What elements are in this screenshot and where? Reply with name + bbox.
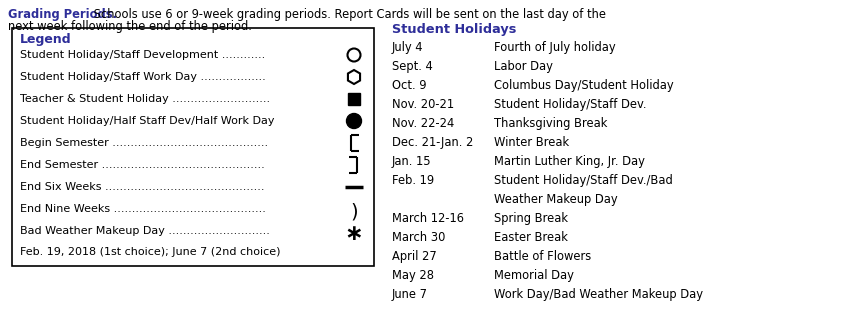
Text: March 30: March 30 <box>392 231 445 244</box>
Text: May 28: May 28 <box>392 269 434 282</box>
Text: Feb. 19, 2018 (1st choice); June 7 (2nd choice): Feb. 19, 2018 (1st choice); June 7 (2nd … <box>20 247 281 257</box>
Text: Winter Break: Winter Break <box>494 136 569 149</box>
Text: Nov. 20-21: Nov. 20-21 <box>392 98 454 111</box>
Text: Schools use 6 or 9-week grading periods. Report Cards will be sent on the last d: Schools use 6 or 9-week grading periods.… <box>90 8 606 21</box>
Text: Feb. 19: Feb. 19 <box>392 174 434 187</box>
Text: End Semester .............................................: End Semester ...........................… <box>20 160 265 170</box>
Circle shape <box>347 49 361 61</box>
Text: Teacher & Student Holiday ...........................: Teacher & Student Holiday ..............… <box>20 94 270 104</box>
Polygon shape <box>348 70 360 84</box>
Text: Jan. 15: Jan. 15 <box>392 155 431 168</box>
Text: next week following the end of the period.: next week following the end of the perio… <box>8 20 252 33</box>
Text: Student Holiday/Staff Dev.: Student Holiday/Staff Dev. <box>494 98 647 111</box>
Text: March 12-16: March 12-16 <box>392 212 464 225</box>
Text: Student Holidays: Student Holidays <box>392 23 517 36</box>
FancyBboxPatch shape <box>12 28 374 266</box>
Text: July 4: July 4 <box>392 41 424 54</box>
Text: Oct. 9: Oct. 9 <box>392 79 426 92</box>
Text: Bad Weather Makeup Day ............................: Bad Weather Makeup Day .................… <box>20 226 270 236</box>
Text: Thanksgiving Break: Thanksgiving Break <box>494 117 608 130</box>
Text: End Nine Weeks ..........................................: End Nine Weeks .........................… <box>20 204 266 214</box>
Text: April 27: April 27 <box>392 250 437 263</box>
FancyBboxPatch shape <box>348 93 360 105</box>
Text: Columbus Day/Student Holiday: Columbus Day/Student Holiday <box>494 79 674 92</box>
Text: Legend: Legend <box>20 33 71 46</box>
Text: Spring Break: Spring Break <box>494 212 568 225</box>
Text: Weather Makeup Day: Weather Makeup Day <box>494 193 618 206</box>
Text: Student Holiday/Staff Development ............: Student Holiday/Staff Development ......… <box>20 50 266 60</box>
Text: Easter Break: Easter Break <box>494 231 568 244</box>
Text: Student Holiday/Staff Dev./Bad: Student Holiday/Staff Dev./Bad <box>494 174 673 187</box>
Text: Begin Semester ...........................................: Begin Semester .........................… <box>20 138 268 148</box>
Text: Battle of Flowers: Battle of Flowers <box>494 250 591 263</box>
Text: Sept. 4: Sept. 4 <box>392 60 433 73</box>
Text: ): ) <box>351 202 357 221</box>
Circle shape <box>346 114 362 128</box>
Text: ∗: ∗ <box>345 224 363 244</box>
Text: Student Holiday/Staff Work Day ..................: Student Holiday/Staff Work Day .........… <box>20 72 266 82</box>
Text: Martin Luther King, Jr. Day: Martin Luther King, Jr. Day <box>494 155 645 168</box>
Text: Memorial Day: Memorial Day <box>494 269 574 282</box>
Text: Student Holiday/Half Staff Dev/Half Work Day: Student Holiday/Half Staff Dev/Half Work… <box>20 116 275 126</box>
Text: Dec. 21-Jan. 2: Dec. 21-Jan. 2 <box>392 136 473 149</box>
Text: June 7: June 7 <box>392 288 428 301</box>
Text: Nov. 22-24: Nov. 22-24 <box>392 117 454 130</box>
Text: End Six Weeks ............................................: End Six Weeks ..........................… <box>20 182 265 192</box>
Text: Work Day/Bad Weather Makeup Day: Work Day/Bad Weather Makeup Day <box>494 288 703 301</box>
Text: Labor Day: Labor Day <box>494 60 553 73</box>
Text: Grading Periods.: Grading Periods. <box>8 8 117 21</box>
Text: Fourth of July holiday: Fourth of July holiday <box>494 41 615 54</box>
